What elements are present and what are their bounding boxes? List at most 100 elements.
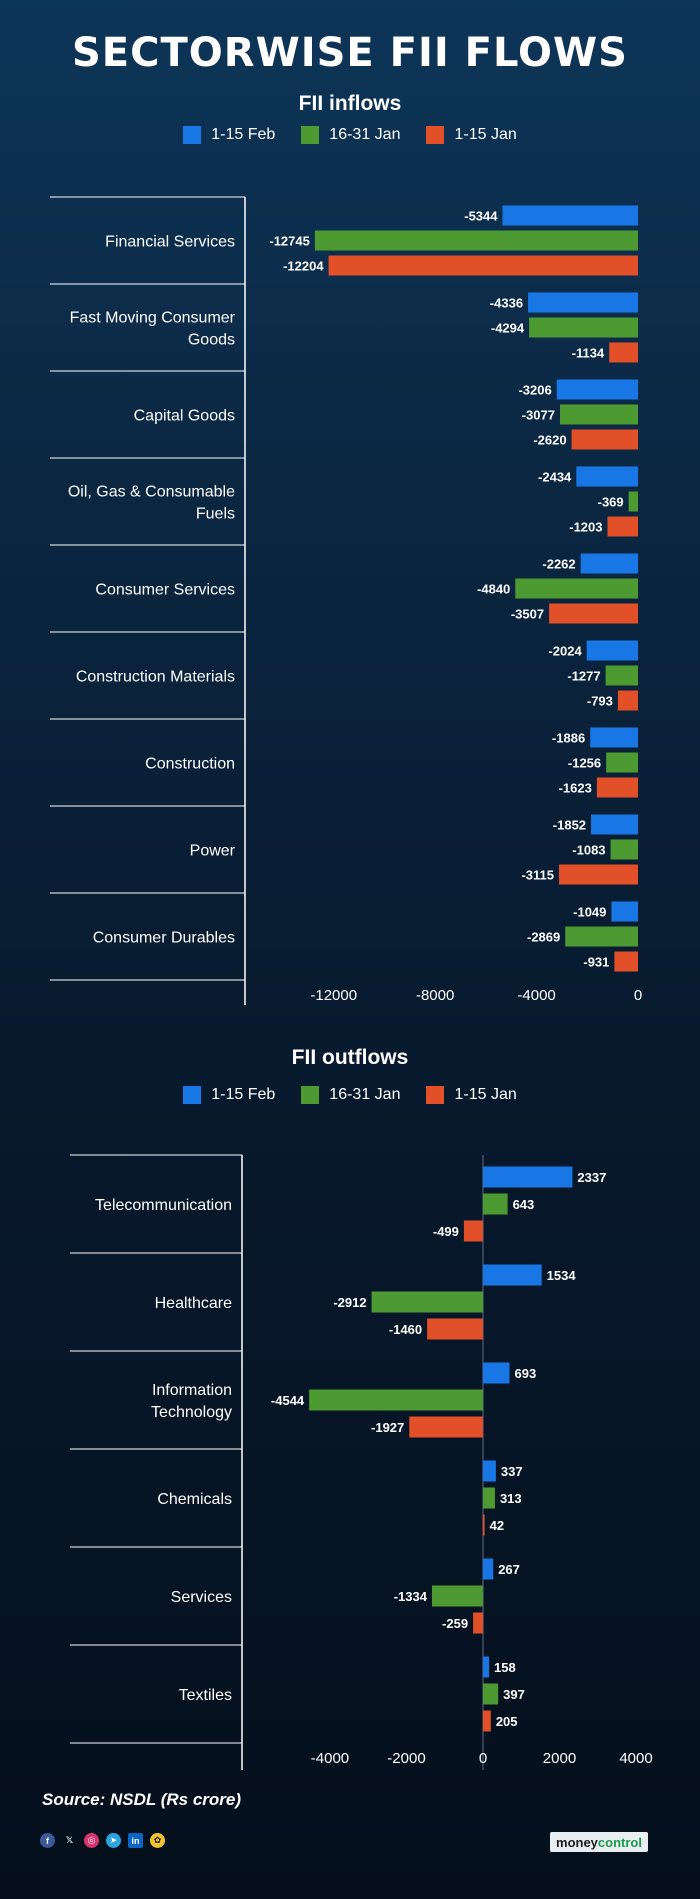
bar-information-technology-feb: [482, 1362, 510, 1384]
category-label-power: Power: [190, 843, 236, 860]
instagram-icon[interactable]: ◎: [84, 1833, 99, 1848]
legend-label-jan-late-2: 16-31 Jan: [329, 1086, 401, 1103]
legend-swatch-jan-late-2: [301, 1086, 320, 1104]
data-label-power-jan-early: -3115: [521, 868, 554, 883]
page-title: SECTORWISE FII FLOWS: [72, 30, 628, 76]
facebook-icon[interactable]: f: [40, 1833, 55, 1848]
bar-power-feb: [591, 814, 638, 835]
bar-textiles-feb: [482, 1656, 490, 1678]
bar-oil-gas-consumable-fuels-feb: [576, 466, 638, 487]
inflows-tick-label: 0: [634, 987, 642, 1004]
x-icon[interactable]: 𝕏: [65, 1835, 74, 1845]
data-label-information-technology-jan-late: -4544: [271, 1393, 305, 1408]
outflows-tick-label: 0: [479, 1750, 487, 1767]
bar-construction-jan-late: [606, 752, 638, 773]
bar-consumer-durables-feb: [611, 901, 638, 922]
data-label-capital-goods-jan-early: -2620: [533, 433, 566, 448]
bar-chemicals-jan-early: [482, 1514, 485, 1536]
legend-label-jan-late: 16-31 Jan: [329, 126, 401, 143]
data-label-textiles-jan-late: 397: [503, 1687, 525, 1702]
outflows-chart-title: FII outflows: [291, 1046, 409, 1069]
data-label-textiles-feb: 158: [494, 1660, 516, 1675]
koo-icon[interactable]: ✿: [150, 1833, 165, 1848]
telegram-icon[interactable]: ➤: [106, 1833, 121, 1848]
legend-item-jan-late-2: 16-31 Jan: [301, 1086, 400, 1104]
data-label-construction-feb: -1886: [552, 731, 585, 746]
outflows-chart: Telecommunication 2337 643 -499 Healthcare 15…: [95, 1155, 652, 1770]
data-label-capital-goods-jan-late: -3077: [522, 408, 555, 423]
outflows-tick-label: 2000: [543, 1750, 576, 1767]
category-label-financial-services: Financial Services: [105, 234, 235, 251]
data-label-construction-materials-jan-late: -1277: [567, 669, 600, 684]
outflows-tick-label: 4000: [619, 1750, 652, 1767]
data-label-healthcare-feb: 1534: [547, 1268, 577, 1283]
category-label-construction-materials: Construction Materials: [76, 669, 235, 686]
data-label-chemicals-feb: 337: [501, 1464, 523, 1479]
data-label-consumer-services-jan-early: -3507: [511, 607, 544, 622]
data-label-consumer-services-jan-late: -4840: [477, 582, 510, 597]
data-label-construction-jan-late: -1256: [568, 756, 601, 771]
data-label-consumer-durables-jan-early: -931: [583, 955, 609, 970]
bar-consumer-services-jan-early: [549, 603, 638, 624]
bar-fast-moving-consumer-goods-jan-early: [609, 342, 638, 363]
inflows-tick-label: -4000: [517, 987, 555, 1004]
category-label-healthcare: Healthcare: [155, 1295, 232, 1312]
data-label-healthcare-jan-early: -1460: [389, 1322, 422, 1337]
legend-swatch-jan-early-2: [426, 1086, 445, 1104]
bar-textiles-jan-late: [482, 1683, 499, 1705]
bar-consumer-services-feb: [580, 553, 638, 574]
bar-services-jan-late: [431, 1585, 483, 1607]
bar-consumer-services-jan-late: [515, 578, 638, 599]
legend-item-jan-early: 1-15 Jan: [426, 126, 517, 144]
category-label-consumer-durables: Consumer Durables: [93, 930, 235, 947]
bar-services-feb: [482, 1558, 494, 1580]
data-label-chemicals-jan-late: 313: [500, 1491, 522, 1506]
legend-item-jan-early-2: 1-15 Jan: [426, 1086, 517, 1104]
bar-capital-goods-jan-late: [559, 404, 638, 425]
data-label-services-jan-late: -1334: [394, 1589, 428, 1604]
data-label-telecommunication-jan-early: -499: [433, 1224, 459, 1239]
inflows-legend: 1-15 Feb 16-31 Jan 1-15 Jan: [0, 126, 700, 144]
inflows-tick-label: -12000: [310, 987, 357, 1004]
legend-swatch-feb: [183, 126, 202, 144]
data-label-telecommunication-feb: 2337: [577, 1170, 606, 1185]
category-label-oil-gas-consumable-fuels: Oil, Gas & Consumable Fuels: [68, 484, 235, 523]
legend-item-jan-late: 16-31 Jan: [301, 126, 400, 144]
category-label-telecommunication: Telecommunication: [95, 1197, 232, 1214]
outflows-tick-label: -4000: [311, 1750, 349, 1767]
category-label-textiles: Textiles: [179, 1687, 232, 1704]
data-label-construction-jan-early: -1623: [559, 781, 592, 796]
bar-financial-services-feb: [502, 205, 638, 226]
bar-chemicals-jan-late: [482, 1487, 495, 1509]
legend-label-jan-early: 1-15 Jan: [454, 126, 517, 143]
brand-logo[interactable]: money control: [550, 1832, 648, 1852]
category-label-services: Services: [171, 1589, 232, 1606]
linkedin-icon[interactable]: in: [128, 1833, 143, 1848]
data-label-capital-goods-feb: -3206: [518, 383, 551, 398]
data-label-fast-moving-consumer-goods-feb: -4336: [490, 296, 523, 311]
legend-swatch-jan-early: [426, 126, 445, 144]
bar-construction-jan-early: [596, 777, 638, 798]
data-label-healthcare-jan-late: -2912: [333, 1295, 366, 1310]
data-label-consumer-durables-feb: -1049: [573, 905, 606, 920]
bar-textiles-jan-early: [482, 1710, 491, 1732]
legend-label-jan-early-2: 1-15 Jan: [454, 1086, 517, 1103]
bar-financial-services-jan-late: [314, 230, 638, 251]
data-label-services-feb: 267: [498, 1562, 520, 1577]
data-label-fast-moving-consumer-goods-jan-late: -4294: [491, 321, 525, 336]
category-label-chemicals: Chemicals: [157, 1491, 232, 1508]
legend-swatch-jan-late: [301, 126, 320, 144]
data-label-oil-gas-consumable-fuels-jan-early: -1203: [569, 520, 602, 535]
outflows-legend: 1-15 Feb 16-31 Jan 1-15 Jan: [0, 1086, 700, 1104]
data-label-financial-services-feb: -5344: [464, 209, 498, 224]
bar-construction-materials-feb: [586, 640, 638, 661]
data-label-information-technology-feb: 693: [514, 1366, 536, 1381]
bar-fast-moving-consumer-goods-feb: [528, 292, 638, 313]
bar-telecommunication-jan-late: [482, 1193, 508, 1215]
data-label-fast-moving-consumer-goods-jan-early: -1134: [572, 346, 605, 361]
data-label-oil-gas-consumable-fuels-jan-late: -369: [598, 495, 624, 510]
bar-capital-goods-feb: [556, 379, 638, 400]
inflows-chart-title: FII inflows: [298, 92, 402, 115]
legend-item-feb-2: 1-15 Feb: [183, 1086, 275, 1104]
category-label-construction: Construction: [145, 756, 235, 773]
